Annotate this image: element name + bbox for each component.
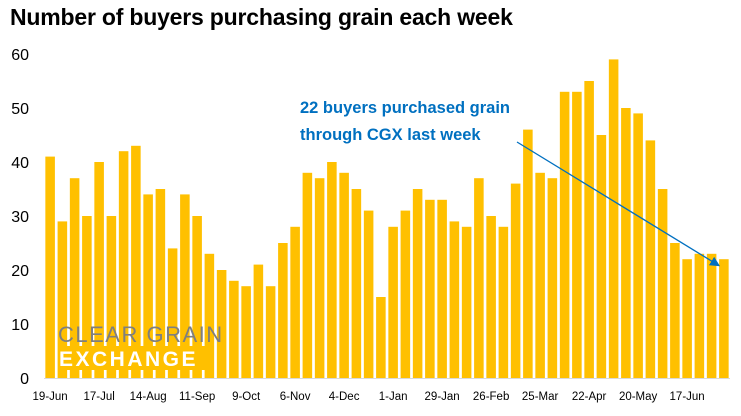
bars [45, 59, 729, 379]
y-tick-label: 30 [11, 209, 29, 226]
bar [265, 286, 276, 378]
x-tick-label: 1-Jan [379, 391, 408, 403]
bar [425, 199, 435, 378]
bar [106, 216, 117, 378]
bar [474, 178, 484, 378]
bar [314, 178, 325, 378]
y-axis: 0 10 20 30 40 50 60 [11, 47, 29, 388]
bar [302, 172, 313, 378]
bar [69, 178, 80, 378]
bar [437, 199, 447, 378]
bar [535, 172, 545, 378]
bar [253, 264, 264, 378]
bar [510, 183, 521, 378]
bar [131, 145, 141, 378]
bar [241, 286, 251, 378]
logo-line2: EXCHANGE [59, 348, 198, 371]
bar [572, 91, 582, 379]
x-axis: 19-Jun 17-Jul 14-Aug 11-Sep 9-Oct 6-Nov 4-Dec 1… [33, 391, 705, 403]
bar [547, 178, 558, 378]
bar [339, 172, 349, 378]
cgx-logo: CLEAR GRAIN EXCHANGE [58, 322, 224, 371]
x-tick-label: 6-Nov [280, 391, 311, 403]
bar [376, 297, 386, 378]
annotation-arrow [516, 141, 721, 267]
x-tick-label: 9-Oct [232, 391, 261, 403]
bar [670, 243, 680, 378]
bar [204, 253, 215, 378]
y-tick-label: 0 [20, 371, 29, 388]
x-tick-label: 14-Aug [130, 391, 167, 403]
logo-band [58, 346, 214, 370]
annotation: 22 buyers purchased grain through CGX la… [300, 99, 721, 267]
x-tick-label: 25-Mar [522, 391, 559, 403]
y-tick-label: 60 [11, 47, 29, 64]
bar [167, 248, 178, 378]
y-tick-label: 20 [11, 263, 29, 280]
bar [45, 156, 55, 378]
bar [351, 189, 362, 378]
y-tick-label: 50 [11, 101, 29, 118]
bar [719, 259, 729, 378]
x-tick-label: 4-Dec [329, 391, 360, 403]
bar [608, 59, 619, 379]
bar [621, 108, 631, 378]
bar [694, 253, 705, 378]
bar [498, 226, 509, 378]
x-tick-label: 11-Sep [179, 391, 215, 403]
bar [400, 210, 411, 378]
y-tick-label: 10 [11, 317, 29, 334]
bar [486, 216, 496, 378]
annotation-line1: 22 buyers purchased grain [300, 99, 510, 117]
bar [118, 151, 129, 378]
bar [57, 221, 68, 378]
bar [143, 194, 153, 378]
bar [290, 226, 300, 378]
logo-line1: CLEAR GRAIN [58, 322, 224, 347]
bar [461, 226, 472, 378]
bar [229, 280, 239, 378]
y-tick-label: 40 [11, 155, 29, 172]
bar [192, 216, 202, 378]
bar [278, 243, 288, 378]
x-tick-label: 29-Jan [425, 391, 460, 403]
bar [523, 129, 533, 378]
annotation-line2: through CGX last week [300, 126, 481, 144]
bar [412, 189, 423, 378]
bar [657, 189, 668, 378]
x-tick-label: 19-Jun [33, 391, 68, 403]
bar [388, 226, 398, 378]
bar [94, 162, 104, 378]
x-tick-label: 26-Feb [473, 391, 509, 403]
chart-title: Number of buyers purchasing grain each w… [10, 4, 513, 30]
bar [216, 270, 227, 378]
bar [645, 140, 656, 378]
bar [633, 113, 643, 379]
bar [584, 81, 594, 378]
bar [706, 253, 717, 378]
bar [155, 189, 166, 378]
x-tick-label: 22-Apr [572, 391, 607, 403]
bar [682, 259, 692, 378]
x-tick-label: 17-Jun [670, 391, 705, 403]
bar [82, 216, 92, 378]
bar [180, 194, 190, 378]
bar [327, 162, 337, 378]
bar [596, 135, 607, 378]
x-tick-label: 20-May [619, 391, 658, 403]
bar [559, 91, 570, 379]
x-tick-label: 17-Jul [83, 391, 114, 403]
bar [449, 221, 460, 378]
bar [363, 210, 374, 378]
